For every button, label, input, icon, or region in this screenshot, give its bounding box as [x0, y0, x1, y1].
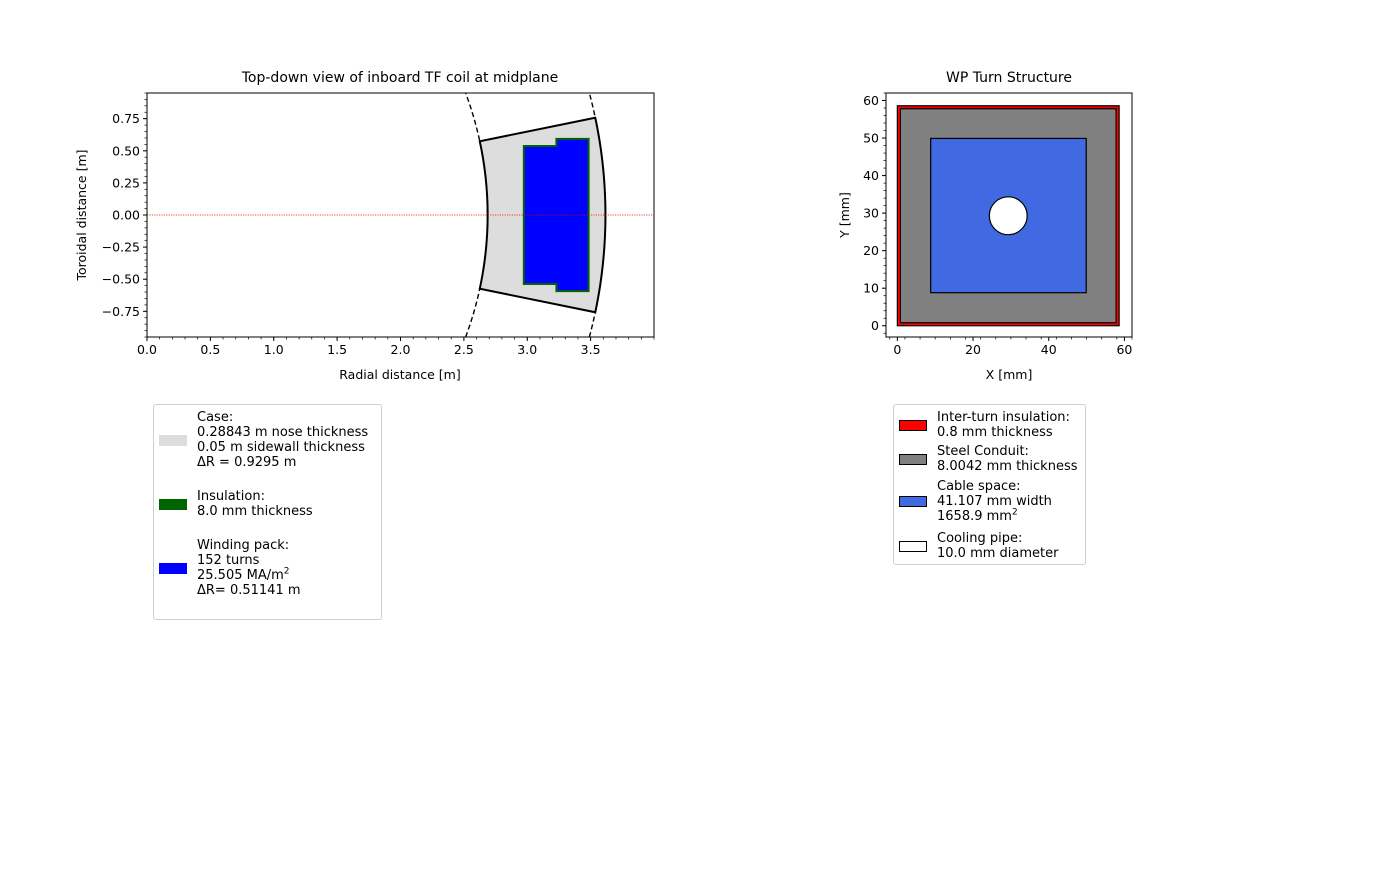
turn-legend-label: Cable space: 41.107 mm width 1658.9 mm2 — [937, 479, 1052, 524]
turn-plot-y-tick-label: 60 — [863, 93, 879, 108]
coil-plot-y-tick-label: 0.75 — [112, 111, 140, 126]
coil-plot-area — [147, 93, 654, 337]
coil-legend-label: Winding pack: 152 turns 25.505 MA/m2 ΔR= 0.… — [197, 538, 301, 598]
coil-plot-x-tick-label: 3.5 — [581, 342, 601, 357]
turn-plot-x-tick-label: 20 — [965, 342, 981, 357]
coil-legend-label: Case: 0.28843 m nose thickness 0.05 m side… — [197, 410, 369, 470]
coil-legend-swatch — [159, 434, 187, 446]
coil-legend-entry: Case: 0.28843 m nose thickness 0.05 m side… — [154, 410, 381, 470]
turn-plot-x-tick-label: 40 — [1041, 342, 1057, 357]
turn-plot: WP Turn Structure X [mm] Y [mm] 0 20 40 60 0… — [837, 70, 1133, 382]
turn-legend-swatch — [899, 453, 927, 465]
turn-plot-x-tick-label: 0 — [893, 342, 901, 357]
coil-plot: Top-down view of inboard TF coil at midp… — [74, 70, 655, 382]
coil-plot-y-tick-label: 0.50 — [112, 143, 140, 158]
turn-plot-y-tick-label: 40 — [863, 168, 879, 183]
coil-legend-swatch — [159, 562, 187, 574]
coil-plot-x-tick-label: 1.5 — [327, 342, 347, 357]
turn-legend-entry: Steel Conduit: 8.0042 mm thickness — [894, 444, 1085, 474]
coil-plot-y-tick-label: −0.50 — [102, 272, 140, 287]
turn-legend-entry: Cooling pipe: 10.0 mm diameter — [894, 531, 1085, 561]
turn-legend-label: Steel Conduit: 8.0042 mm thickness — [937, 444, 1078, 474]
coil-plot-x-tick-label: 0.5 — [200, 342, 220, 357]
turn-legend-label: Inter-turn insulation: 0.8 mm thickness — [937, 410, 1070, 440]
coil-legend-entry: Insulation: 8.0 mm thickness — [154, 489, 381, 519]
turn-legend: Inter-turn insulation: 0.8 mm thickness St… — [893, 404, 1086, 565]
turn-plot-x-tick-label: 60 — [1116, 342, 1132, 357]
turn-plot-x-axis-label: X [mm] — [986, 367, 1033, 382]
inner-dashed-arc — [464, 93, 489, 337]
turn-plot-frame — [885, 92, 1133, 338]
coil-plot-y-tick-label: 0.25 — [112, 175, 140, 190]
winding-pack — [522, 137, 590, 293]
turn-legend-swatch — [899, 496, 927, 507]
coil-plot-x-tick-label: 3.0 — [517, 342, 537, 357]
coil-plot-y-tick-label: −0.75 — [102, 304, 140, 319]
coil-legend-entry: Winding pack: 152 turns 25.505 MA/m2 ΔR= 0.… — [154, 538, 381, 598]
coil-plot-title: Top-down view of inboard TF coil at midp… — [241, 70, 559, 86]
coil-plot-x-tick-label: 2.0 — [391, 342, 411, 357]
coil-plot-y-tick-label: 0.00 — [112, 208, 140, 223]
turn-plot-title: WP Turn Structure — [946, 70, 1072, 86]
turn-plot-y-tick-label: 50 — [863, 131, 879, 146]
turn-plot-y-tick-label: 30 — [863, 206, 879, 221]
coil-plot-y-tick-label: −0.25 — [102, 240, 140, 255]
coil-legend-swatch — [159, 498, 187, 510]
turn-legend-swatch — [899, 540, 927, 552]
coil-plot-x-tick-label: 0.0 — [137, 342, 157, 357]
turn-legend-entry: Cable space: 41.107 mm width 1658.9 mm2 — [894, 479, 1085, 524]
cooling-pipe — [988, 196, 1028, 236]
coil-plot-x-axis-label: Radial distance [m] — [339, 367, 460, 382]
turn-plot-y-axis-label: Y [mm] — [837, 192, 852, 239]
coil-legend: Case: 0.28843 m nose thickness 0.05 m side… — [153, 404, 382, 620]
turn-legend-entry: Inter-turn insulation: 0.8 mm thickness — [894, 410, 1085, 440]
coil-plot-y-axis-label: Toroidal distance [m] — [74, 149, 89, 281]
turn-plot-y-tick-label: 10 — [863, 281, 879, 296]
turn-plot-y-tick-label: 20 — [863, 243, 879, 258]
turn-legend-swatch — [899, 419, 927, 431]
coil-plot-x-tick-label: 1.0 — [264, 342, 284, 357]
coil-legend-label: Insulation: 8.0 mm thickness — [197, 489, 313, 519]
turn-plot-y-tick-label: 0 — [871, 318, 879, 333]
turn-legend-label: Cooling pipe: 10.0 mm diameter — [937, 531, 1059, 561]
coil-plot-x-tick-label: 2.5 — [454, 342, 474, 357]
